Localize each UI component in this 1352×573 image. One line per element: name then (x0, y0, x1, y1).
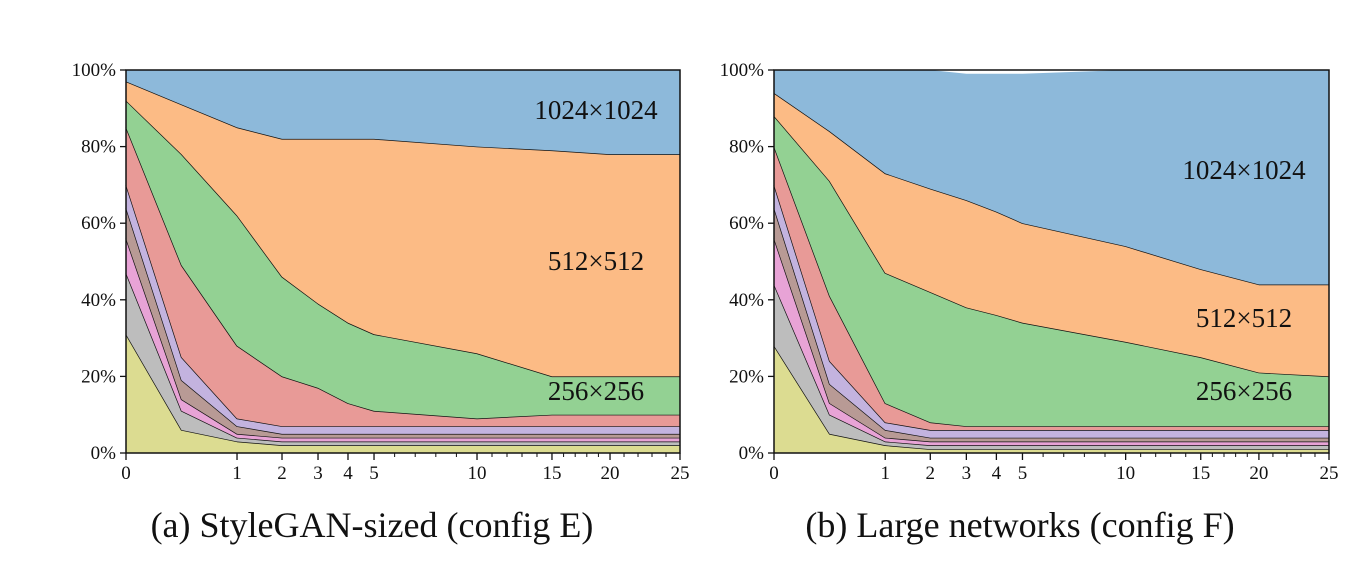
area-series-group (773, 70, 1330, 453)
x-tick-label: 15 (1191, 463, 1210, 484)
area-band-9 (126, 70, 680, 155)
area-band-1 (126, 334, 680, 453)
x-tick-label: 2 (926, 463, 936, 484)
x-tick-label: 25 (1320, 463, 1339, 484)
y-tick-label: 20% (81, 366, 116, 387)
y-tick-label: 100% (720, 60, 765, 81)
plot-frame (773, 69, 1330, 454)
band-label: 256×256 (548, 376, 644, 406)
x-tick-label: 20 (601, 463, 620, 484)
x-tick-label: 10 (1116, 463, 1135, 484)
x-tick-label: 15 (542, 463, 561, 484)
y-tick-label: 80% (729, 137, 764, 158)
panel-caption: (b) Large networks (config F) (805, 505, 1234, 545)
x-tick-label: 10 (468, 463, 487, 484)
x-tick-label: 3 (962, 463, 972, 484)
x-tick-label: 2 (277, 463, 287, 484)
area-band-1 (774, 345, 1329, 453)
y-tick-label: 100% (72, 60, 117, 81)
y-tick-label: 40% (81, 290, 116, 311)
area-band-2 (126, 273, 680, 446)
x-tick-label: 4 (992, 463, 1002, 484)
x-tick-label: 1 (232, 463, 242, 484)
y-tick-label: 0% (91, 443, 117, 464)
area-band-2 (774, 284, 1329, 450)
x-tick-label: 0 (769, 463, 779, 484)
band-label: 512×512 (548, 246, 644, 276)
band-label: 256×256 (1196, 376, 1292, 406)
area-series-group (125, 70, 680, 453)
x-tick-label: 3 (313, 463, 323, 484)
y-tick-label: 60% (729, 213, 764, 234)
y-tick-label: 80% (81, 137, 116, 158)
band-label: 1024×1024 (534, 95, 658, 125)
panel-caption: (a) StyleGAN-sized (config E) (151, 505, 594, 545)
area-band-7 (126, 100, 680, 419)
panel-a: 0% 20% 40% 60% 80% 100% 0 1 2 3 4 5 10 15 20 25 1024×102… (72, 60, 690, 545)
area-band-7 (774, 116, 1329, 427)
x-tick-label: 1 (880, 463, 890, 484)
x-tick-label: 4 (343, 463, 353, 484)
x-tick-label: 5 (1018, 463, 1028, 484)
area-band-8 (774, 93, 1329, 377)
band-label: 1024×1024 (1182, 155, 1306, 185)
plot-frame (125, 69, 681, 454)
y-tick-label: 40% (729, 290, 764, 311)
y-tick-label: 20% (729, 366, 764, 387)
panel-b: 0% 20% 40% 60% 80% 100% 0 1 2 3 4 5 10 15 20 25 1024×102… (720, 60, 1339, 545)
area-band-9 (774, 70, 1329, 285)
x-tick-label: 0 (121, 463, 131, 484)
band-label: 512×512 (1196, 303, 1292, 333)
y-tick-label: 0% (739, 443, 765, 464)
area-band-8 (126, 81, 680, 377)
y-tick-label: 60% (81, 213, 116, 234)
x-tick-label: 5 (369, 463, 379, 484)
x-tick-label: 25 (671, 463, 690, 484)
x-tick-label: 20 (1249, 463, 1268, 484)
